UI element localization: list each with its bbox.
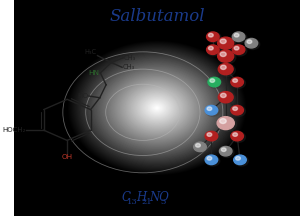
Circle shape — [207, 45, 219, 54]
Circle shape — [194, 143, 208, 153]
Circle shape — [233, 133, 238, 136]
Circle shape — [231, 105, 243, 115]
Circle shape — [218, 64, 233, 75]
Circle shape — [209, 78, 223, 88]
Circle shape — [205, 105, 218, 115]
Text: H₃C: H₃C — [85, 49, 97, 55]
Circle shape — [194, 142, 206, 152]
Circle shape — [206, 106, 220, 116]
Text: OH: OH — [61, 154, 73, 160]
Circle shape — [220, 52, 226, 57]
Circle shape — [221, 148, 226, 151]
Circle shape — [218, 50, 234, 62]
Circle shape — [220, 147, 234, 157]
Circle shape — [208, 46, 213, 50]
Circle shape — [232, 78, 245, 88]
Text: C: C — [122, 191, 130, 204]
Circle shape — [246, 39, 260, 49]
Text: 3: 3 — [160, 198, 165, 206]
Text: HOCH₂: HOCH₂ — [2, 127, 26, 133]
Circle shape — [232, 45, 245, 54]
Circle shape — [231, 77, 243, 87]
Text: CH₃: CH₃ — [123, 64, 135, 70]
Text: Salbutamol: Salbutamol — [109, 8, 205, 25]
Circle shape — [218, 38, 236, 51]
Circle shape — [207, 32, 219, 41]
Circle shape — [233, 107, 238, 110]
Circle shape — [205, 155, 218, 165]
Circle shape — [208, 77, 220, 87]
Circle shape — [245, 38, 258, 48]
Circle shape — [233, 46, 247, 56]
Circle shape — [206, 156, 220, 166]
Circle shape — [220, 93, 226, 98]
Text: H: H — [136, 191, 146, 204]
Circle shape — [207, 33, 221, 43]
Circle shape — [232, 32, 245, 41]
Circle shape — [235, 156, 248, 166]
Circle shape — [207, 133, 212, 136]
Circle shape — [218, 117, 237, 131]
Circle shape — [207, 157, 212, 160]
Circle shape — [219, 64, 235, 76]
Text: 21: 21 — [141, 198, 152, 206]
Text: HO: HO — [77, 93, 88, 99]
Circle shape — [218, 51, 236, 64]
Circle shape — [234, 155, 246, 165]
Text: HN: HN — [88, 70, 99, 76]
Circle shape — [206, 132, 220, 142]
Circle shape — [217, 117, 234, 130]
Circle shape — [205, 131, 218, 141]
Circle shape — [210, 79, 215, 82]
Circle shape — [207, 107, 212, 110]
Circle shape — [196, 144, 200, 147]
Circle shape — [247, 40, 252, 43]
Circle shape — [207, 46, 221, 56]
Circle shape — [218, 37, 234, 49]
Circle shape — [219, 146, 232, 156]
Circle shape — [236, 157, 240, 160]
Circle shape — [233, 33, 247, 43]
Circle shape — [234, 46, 239, 50]
Circle shape — [220, 39, 226, 44]
Circle shape — [231, 131, 243, 141]
Circle shape — [233, 79, 238, 82]
Circle shape — [218, 92, 233, 103]
Circle shape — [234, 33, 239, 37]
Circle shape — [220, 119, 226, 124]
Circle shape — [232, 132, 245, 142]
Circle shape — [220, 65, 226, 70]
Circle shape — [208, 33, 213, 37]
Text: 13: 13 — [127, 198, 138, 206]
Text: NO: NO — [150, 191, 169, 204]
Circle shape — [219, 92, 235, 105]
Text: CH₃: CH₃ — [124, 55, 136, 61]
Circle shape — [232, 106, 245, 116]
